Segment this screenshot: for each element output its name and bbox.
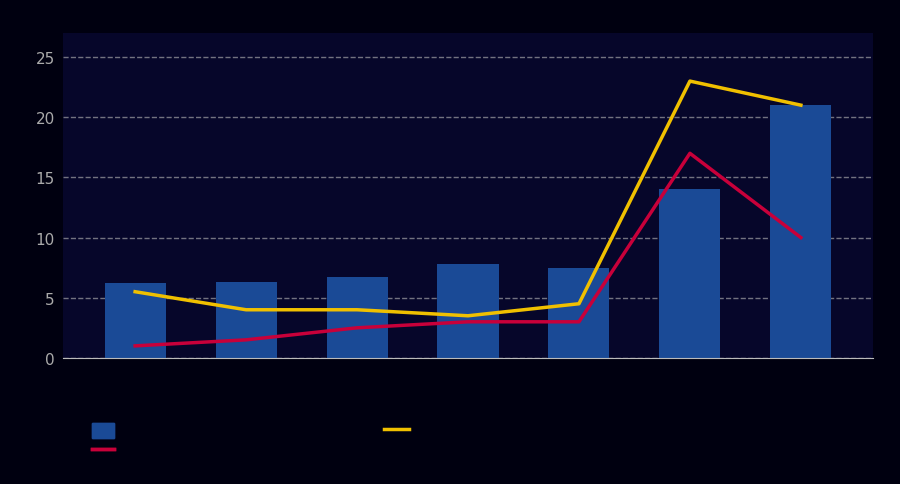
Bar: [104, 284, 166, 358]
Bar: [548, 268, 609, 358]
Legend:  ,  : ,: [92, 423, 128, 458]
Legend:  : [384, 424, 423, 437]
Bar: [327, 278, 388, 358]
Bar: [770, 106, 832, 358]
Bar: [437, 264, 499, 358]
Bar: [216, 283, 276, 358]
Bar: [660, 190, 720, 358]
